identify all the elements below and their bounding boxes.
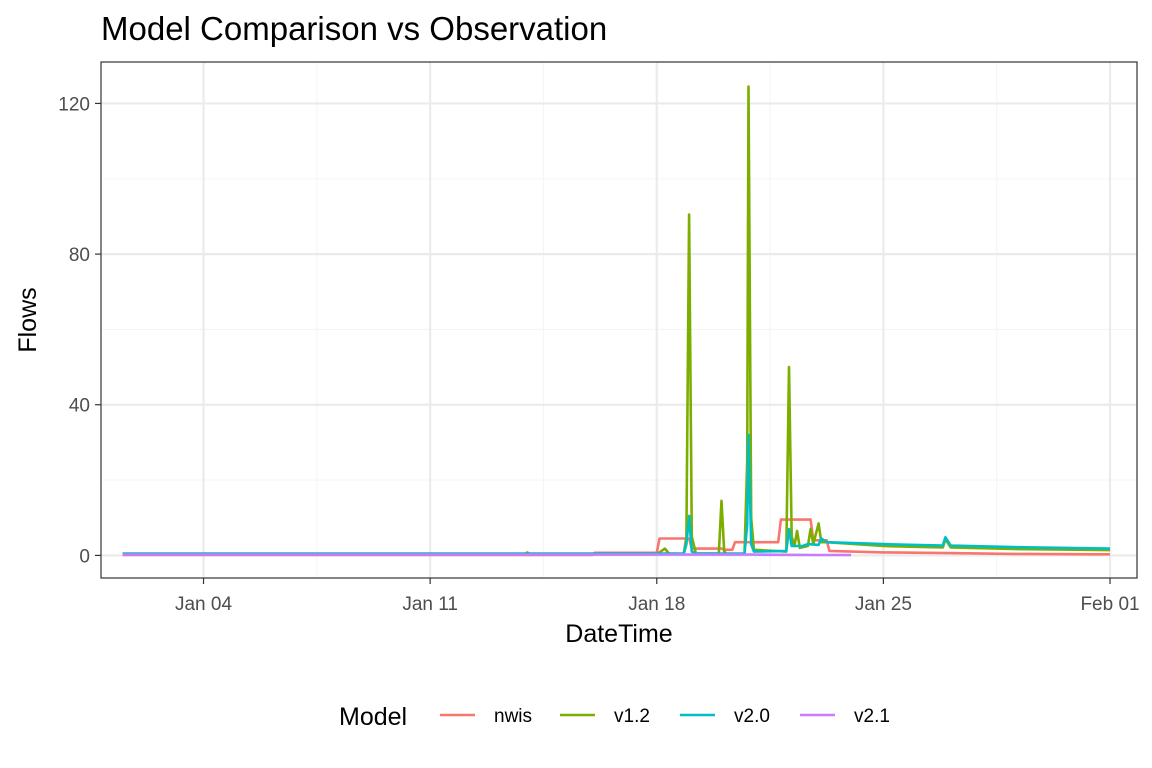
series-lines xyxy=(122,85,1111,557)
x-tick-label: Jan 04 xyxy=(175,594,232,615)
legend-label-v2-1: v2.1 xyxy=(854,706,890,727)
minor-gridlines xyxy=(101,62,1137,578)
x-axis: Jan 04 Jan 11 Jan 18 Jan 25 Feb 01 xyxy=(175,578,1140,615)
x-tick-label: Feb 01 xyxy=(1080,594,1139,615)
plot-panel xyxy=(100,61,1138,579)
y-tick-label: 40 xyxy=(69,396,90,417)
series-line-nwis xyxy=(122,518,1110,557)
x-axis-title: DateTime xyxy=(565,620,672,648)
x-tick-label: Jan 25 xyxy=(855,594,912,615)
panel-background xyxy=(101,62,1137,578)
y-tick-label: 120 xyxy=(58,94,90,115)
legend-title: Model xyxy=(339,703,407,731)
y-tick-label: 0 xyxy=(79,546,90,567)
x-tick-label: Jan 11 xyxy=(402,594,458,615)
series-line-v2-0 xyxy=(122,433,1111,555)
legend: Model nwis v1.2 v2.0 v2.1 xyxy=(339,703,890,731)
x-tick-label: Jan 18 xyxy=(628,594,685,615)
y-tick-label: 80 xyxy=(69,245,90,266)
legend-label-nwis: nwis xyxy=(494,706,532,727)
y-axis-title: Flows xyxy=(14,287,42,352)
chart-title: Model Comparison vs Observation xyxy=(101,10,607,47)
major-gridlines xyxy=(101,62,1137,578)
legend-label-v1-2: v1.2 xyxy=(614,706,650,727)
panel-border xyxy=(100,61,1138,579)
legend-label-v2-0: v2.0 xyxy=(734,706,770,727)
y-axis: 0 40 80 120 xyxy=(58,94,101,567)
